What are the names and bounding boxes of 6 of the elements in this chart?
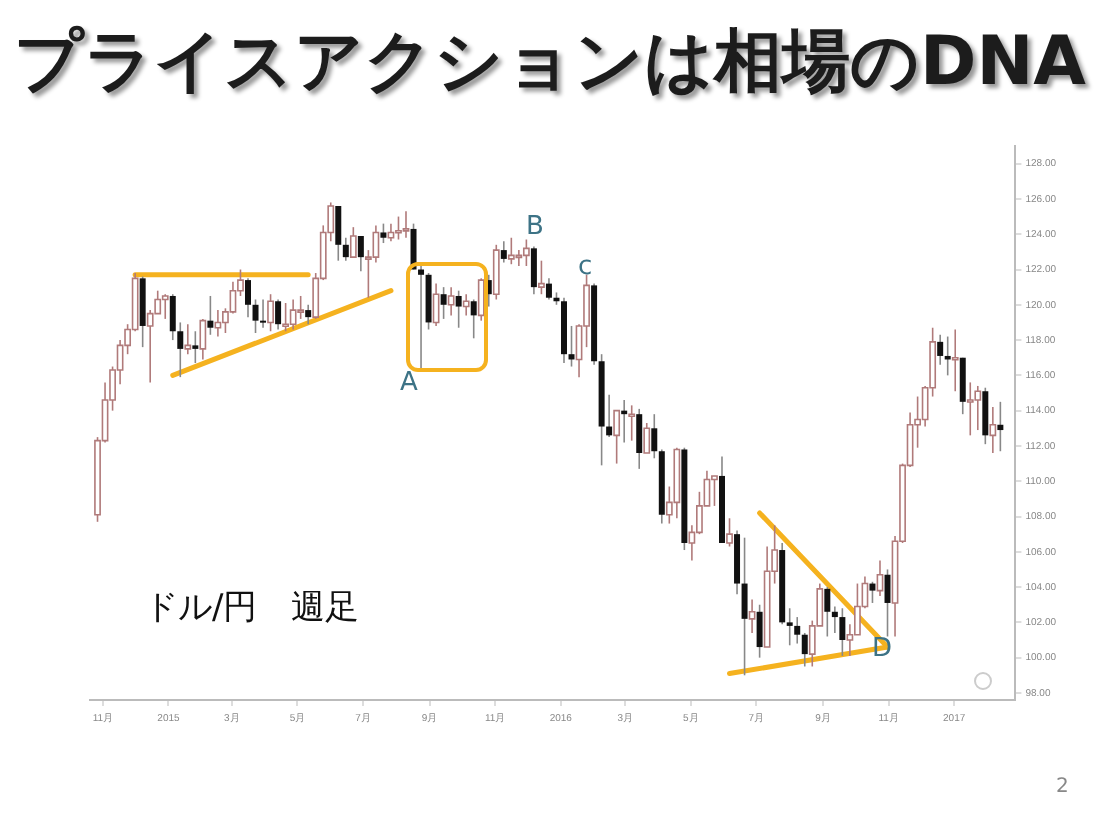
annotation: A [400,368,418,398]
annotation: ドル/円 週足 [144,586,360,630]
text: 2 [1056,776,1069,798]
annotation: B [526,212,544,242]
annotation: c [578,252,593,282]
chart-title: プライスアクションは相場のDNA [12,20,1088,106]
